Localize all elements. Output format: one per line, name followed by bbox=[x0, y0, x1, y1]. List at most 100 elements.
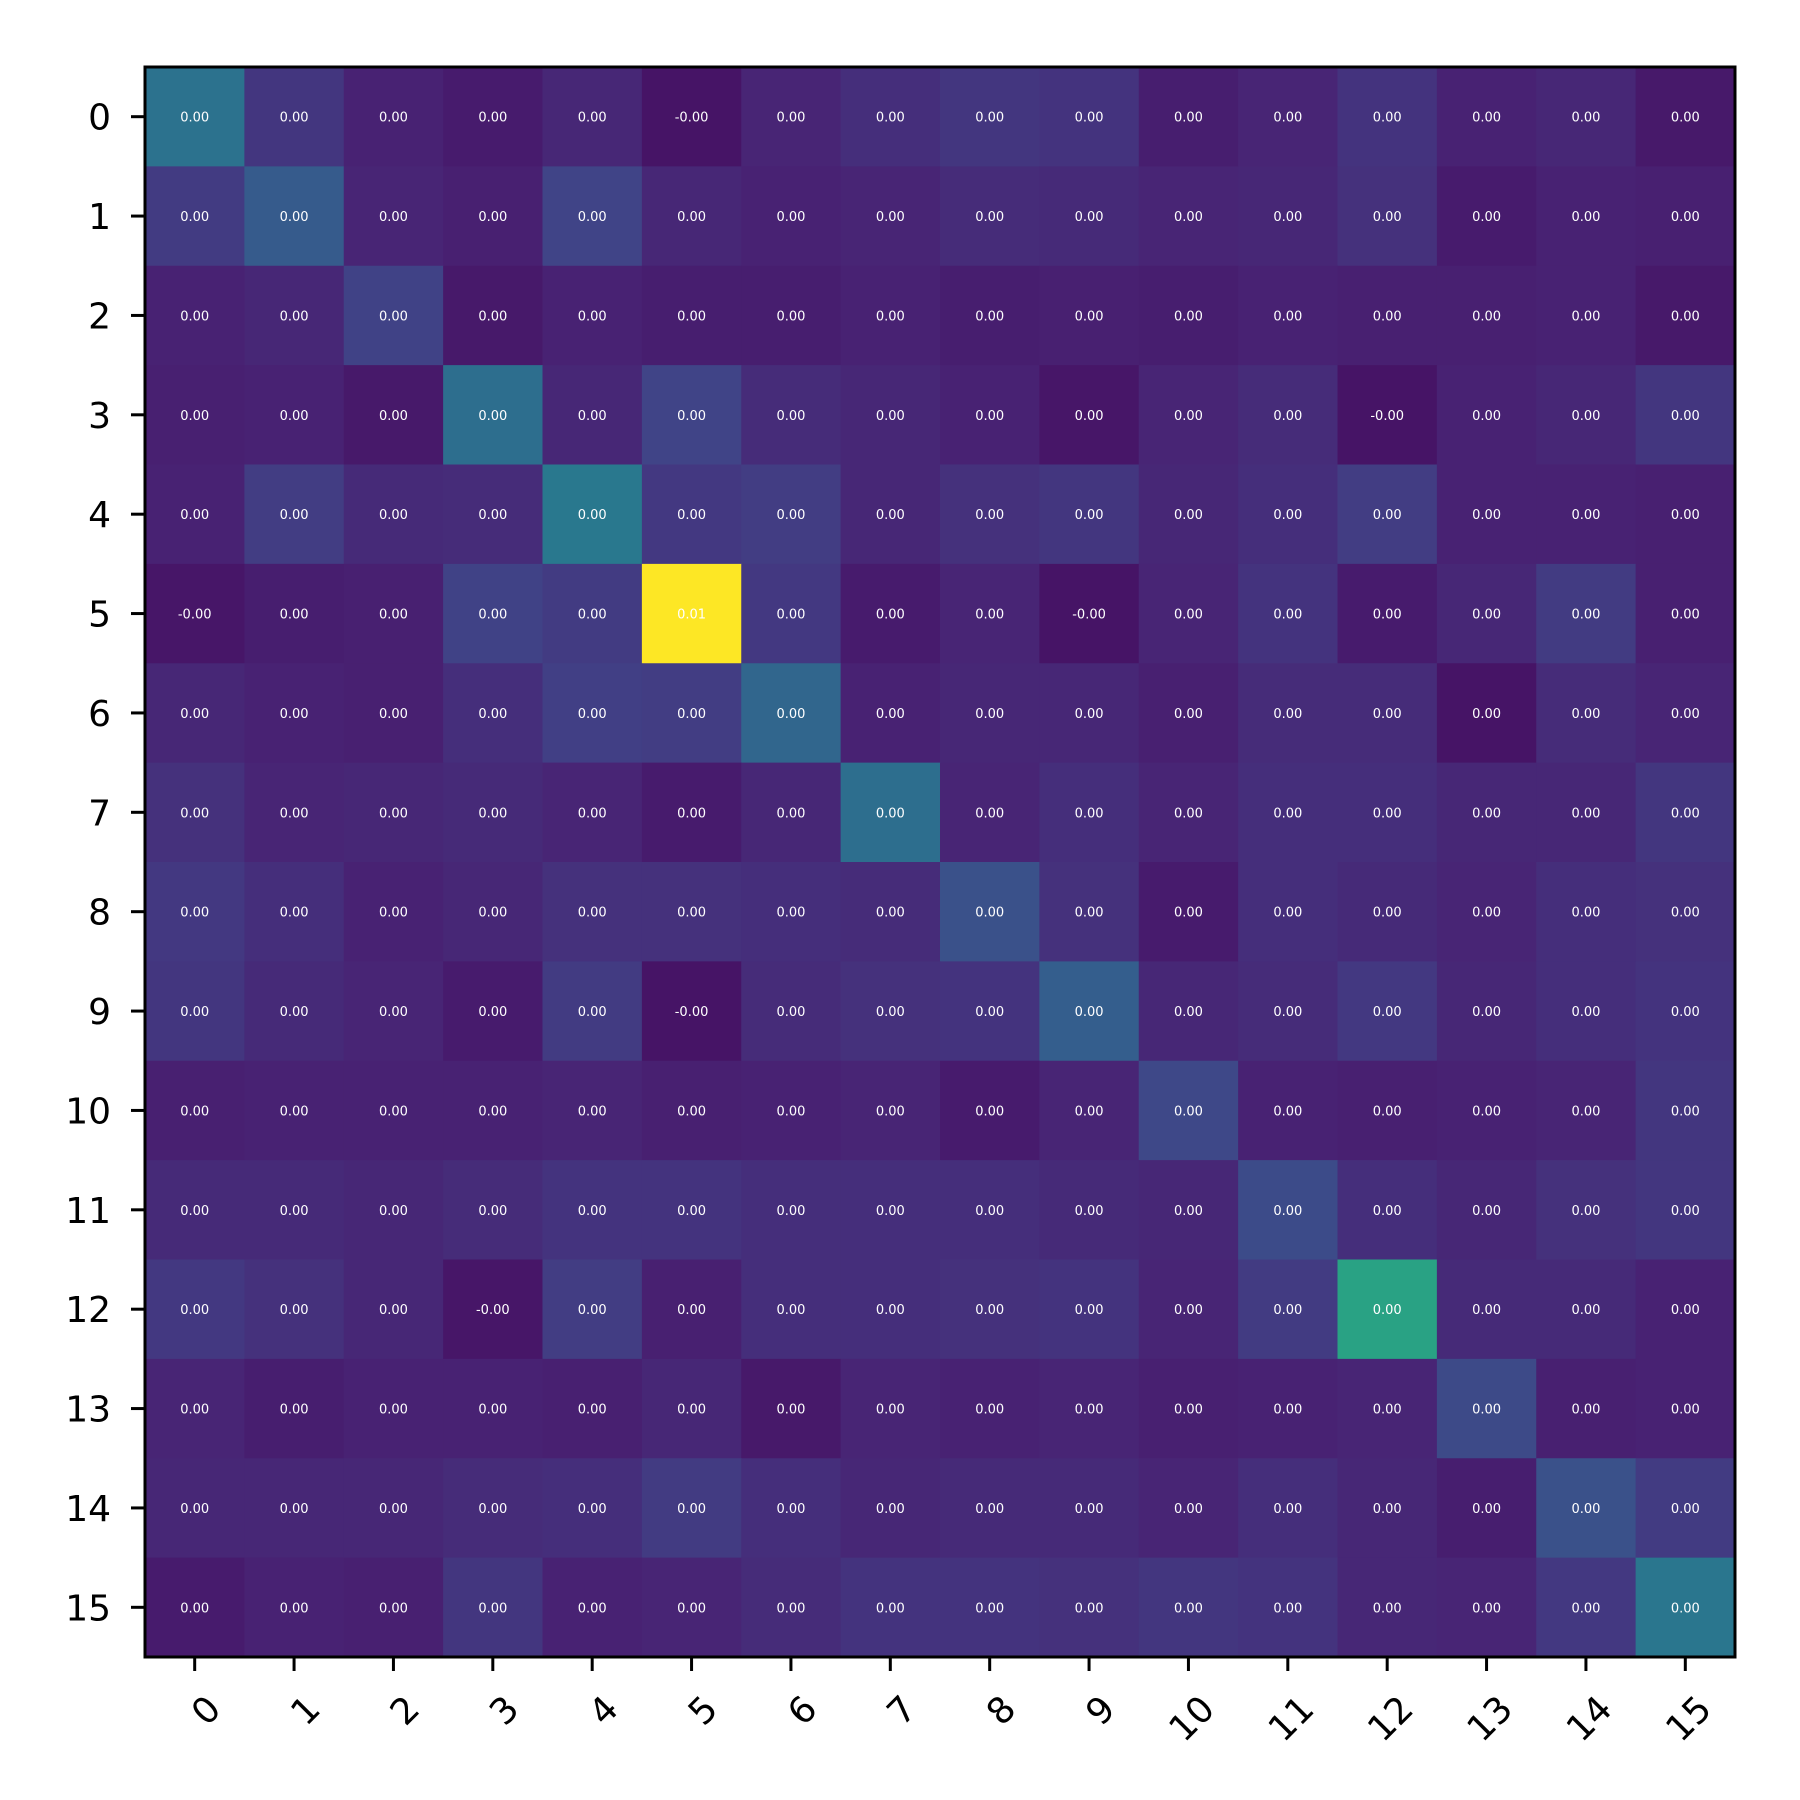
heatmap-cell-r14-c11 bbox=[1238, 1458, 1338, 1559]
cell-label-r0-c3: 0.00 bbox=[478, 111, 507, 126]
heatmap-cell-r9-c0 bbox=[145, 961, 245, 1062]
cell-label-r6-c15: 0.00 bbox=[1671, 707, 1700, 722]
cell-label-r13-c10: 0.00 bbox=[1174, 1403, 1203, 1418]
cell-label-r5-c2: 0.00 bbox=[379, 608, 408, 623]
cell-label-r6-c9: 0.00 bbox=[1075, 707, 1104, 722]
heatmap-cell-r12-c9 bbox=[1039, 1259, 1140, 1360]
cell-label-r7-c0: 0.00 bbox=[180, 806, 209, 821]
heatmap-cell-r1-c4 bbox=[542, 166, 643, 267]
heatmap-cell-r2-c15 bbox=[1635, 265, 1736, 366]
heatmap-cell-r11-c10 bbox=[1138, 1160, 1239, 1260]
y-tick-label-13: 13 bbox=[65, 1390, 111, 1431]
cell-label-r2-c5: 0.00 bbox=[677, 309, 706, 324]
heatmap-cell-r9-c8 bbox=[940, 961, 1040, 1062]
cell-label-r6-c7: 0.00 bbox=[876, 707, 905, 722]
heatmap-cell-r3-c11 bbox=[1238, 365, 1338, 465]
cell-label-r10-c10: 0.00 bbox=[1174, 1104, 1203, 1119]
cell-label-r14-c0: 0.00 bbox=[180, 1502, 209, 1517]
cell-label-r5-c3: 0.00 bbox=[478, 608, 507, 623]
heatmap-cell-r0-c8 bbox=[940, 67, 1040, 167]
heatmap-cell-r14-c7 bbox=[840, 1458, 941, 1559]
cell-label-r13-c0: 0.00 bbox=[180, 1403, 209, 1418]
heatmap-cell-r9-c9 bbox=[1039, 961, 1140, 1062]
heatmap-cell-r0-c12 bbox=[1337, 67, 1438, 167]
cell-label-r5-c4: 0.00 bbox=[578, 608, 607, 623]
cell-label-r9-c0: 0.00 bbox=[180, 1005, 209, 1020]
cell-label-r14-c2: 0.00 bbox=[379, 1502, 408, 1517]
heatmap-cell-r3-c7 bbox=[840, 365, 941, 465]
heatmap-cell-r1-c2 bbox=[343, 166, 444, 267]
heatmap-cell-r0-c5 bbox=[641, 67, 742, 167]
heatmap-cell-r10-c0 bbox=[145, 1060, 245, 1161]
heatmap-cell-r14-c10 bbox=[1138, 1458, 1239, 1559]
heatmap-cell-r6-c6 bbox=[741, 663, 842, 764]
heatmap-cell-r13-c3 bbox=[443, 1358, 543, 1459]
heatmap-cell-r4-c15 bbox=[1635, 464, 1736, 565]
cell-label-r8-c4: 0.00 bbox=[578, 906, 607, 921]
cell-label-r0-c14: 0.00 bbox=[1571, 111, 1600, 126]
cell-label-r5-c14: 0.00 bbox=[1571, 608, 1600, 623]
cell-label-r15-c12: 0.00 bbox=[1373, 1601, 1402, 1616]
heatmap-cell-r1-c8 bbox=[940, 166, 1040, 267]
heatmap-cell-r0-c6 bbox=[741, 67, 842, 167]
cell-label-r10-c5: 0.00 bbox=[677, 1104, 706, 1119]
cell-label-r2-c7: 0.00 bbox=[876, 309, 905, 324]
heatmap-cell-r1-c15 bbox=[1635, 166, 1736, 267]
cell-label-r3-c1: 0.00 bbox=[280, 409, 309, 424]
cell-label-r8-c7: 0.00 bbox=[876, 906, 905, 921]
heatmap-cell-r14-c0 bbox=[145, 1458, 245, 1559]
heatmap-cell-r6-c7 bbox=[840, 663, 941, 764]
cell-label-r4-c11: 0.00 bbox=[1273, 508, 1302, 523]
heatmap-cell-r0-c15 bbox=[1635, 67, 1736, 167]
heatmap-cell-r13-c12 bbox=[1337, 1358, 1438, 1459]
heatmap-cell-r2-c8 bbox=[940, 265, 1040, 366]
cell-label-r15-c0: 0.00 bbox=[180, 1601, 209, 1616]
cell-label-r14-c11: 0.00 bbox=[1273, 1502, 1302, 1517]
heatmap-cell-r9-c6 bbox=[741, 961, 842, 1062]
cell-label-r15-c7: 0.00 bbox=[876, 1601, 905, 1616]
heatmap-cell-r1-c13 bbox=[1436, 166, 1537, 267]
cell-label-r4-c2: 0.00 bbox=[379, 508, 408, 523]
heatmap-cell-r6-c13 bbox=[1436, 663, 1537, 764]
cell-label-r10-c6: 0.00 bbox=[776, 1104, 805, 1119]
cell-label-r4-c1: 0.00 bbox=[280, 508, 309, 523]
heatmap-cell-r7-c4 bbox=[542, 762, 643, 863]
cell-label-r9-c15: 0.00 bbox=[1671, 1005, 1700, 1020]
cell-label-r1-c13: 0.00 bbox=[1472, 210, 1501, 225]
cell-label-r15-c4: 0.00 bbox=[578, 1601, 607, 1616]
cell-label-r15-c8: 0.00 bbox=[975, 1601, 1004, 1616]
heatmap-cell-r12-c0 bbox=[145, 1259, 245, 1360]
cell-label-r15-c5: 0.00 bbox=[677, 1601, 706, 1616]
cell-label-r10-c13: 0.00 bbox=[1472, 1104, 1501, 1119]
cell-label-r13-c7: 0.00 bbox=[876, 1403, 905, 1418]
cell-label-r8-c0: 0.00 bbox=[180, 906, 209, 921]
heatmap-cell-r12-c5 bbox=[641, 1259, 742, 1360]
heatmap-cell-r6-c12 bbox=[1337, 663, 1438, 764]
heatmap-cell-r4-c13 bbox=[1436, 464, 1537, 565]
cell-label-r12-c9: 0.00 bbox=[1075, 1303, 1104, 1318]
cell-label-r10-c0: 0.00 bbox=[180, 1104, 209, 1119]
cell-label-r11-c12: 0.00 bbox=[1373, 1204, 1402, 1219]
y-tick-label-9: 9 bbox=[88, 992, 111, 1033]
cell-label-r1-c2: 0.00 bbox=[379, 210, 408, 225]
cell-label-r2-c9: 0.00 bbox=[1075, 309, 1104, 324]
heatmap-cell-r14-c15 bbox=[1635, 1458, 1736, 1559]
cell-label-r14-c7: 0.00 bbox=[876, 1502, 905, 1517]
heatmap-cell-r5-c4 bbox=[542, 563, 643, 664]
cell-label-r6-c6: 0.00 bbox=[776, 707, 805, 722]
heatmap-cell-r5-c2 bbox=[343, 563, 444, 664]
heatmap-cell-r15-c7 bbox=[840, 1557, 941, 1658]
heatmap-cell-r9-c14 bbox=[1536, 961, 1637, 1062]
cell-label-r8-c15: 0.00 bbox=[1671, 906, 1700, 921]
heatmap-cell-r8-c13 bbox=[1436, 862, 1537, 962]
heatmap-cell-r10-c8 bbox=[940, 1060, 1040, 1161]
cell-label-r6-c0: 0.00 bbox=[180, 707, 209, 722]
cell-label-r5-c10: 0.00 bbox=[1174, 608, 1203, 623]
heatmap-cell-r7-c1 bbox=[244, 762, 345, 863]
heatmap-cell-r6-c2 bbox=[343, 663, 444, 764]
cell-label-r7-c10: 0.00 bbox=[1174, 806, 1203, 821]
heatmap-cell-r7-c5 bbox=[641, 762, 742, 863]
y-tick-label-8: 8 bbox=[88, 893, 111, 934]
cell-label-r4-c0: 0.00 bbox=[180, 508, 209, 523]
heatmap-cell-r10-c12 bbox=[1337, 1060, 1438, 1161]
